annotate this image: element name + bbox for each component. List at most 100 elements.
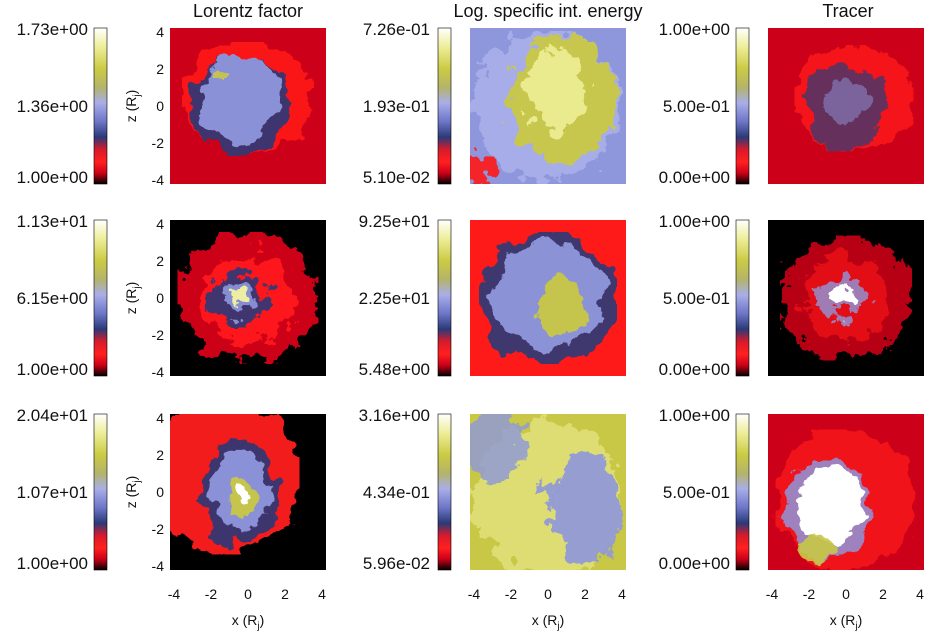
- colorbar-tick-label: 2.25e+01: [359, 289, 430, 308]
- z-axis-label: z (Rj): [123, 90, 143, 123]
- colorbar: 1.00e+00 5.00e-01 0.00e+00: [659, 212, 750, 379]
- colorbar: 3.16e+00 4.34e-01 5.96e-02: [359, 406, 452, 573]
- colorbar-tick-label: 4.34e-01: [363, 483, 430, 502]
- column-title-energy: Log. specific int. energy: [453, 1, 642, 21]
- colorbar-tick-label: 1.00e+00: [17, 168, 88, 187]
- x-tick-label: 0: [842, 586, 850, 602]
- x-tick-label: -2: [505, 586, 518, 602]
- z-tick-label: 2: [156, 61, 164, 77]
- colorbar-tick-label: 1.00e+00: [659, 406, 730, 425]
- colorbar-tick-label: 1.00e+00: [17, 554, 88, 573]
- colorbar: 1.13e+01 6.15e+00 1.00e+00: [17, 212, 108, 379]
- panel-row-1: 1.73e+00 1.36e+00 1.00e+00 4 2 0 -2 -4 z (Rj) 7.2…: [17, 20, 924, 188]
- colorbar-tick-label: 2.04e+01: [17, 406, 88, 425]
- column-title-tracer: Tracer: [822, 1, 873, 21]
- colorbar-tick-label: 1.00e+00: [17, 360, 88, 379]
- x-tick-label: 0: [244, 586, 252, 602]
- colorbar-gradient: [93, 413, 108, 571]
- x-axis: -4 -2 0 2 4 x (Rj): [468, 586, 626, 632]
- x-axes: -4 -2 0 2 4 x (Rj) -4 -2 0 2 4 x (Rj) -4 -2 0 2 4 x (Rj): [168, 586, 924, 632]
- x-axis: -4 -2 0 2 4 x (Rj): [168, 586, 326, 632]
- colorbar-tick-label: 0.00e+00: [659, 554, 730, 573]
- x-tick-label: 4: [916, 586, 924, 602]
- colorbar-gradient: [437, 27, 452, 185]
- image-panel: [768, 414, 924, 570]
- colorbar: 2.04e+01 1.07e+01 1.00e+00: [17, 406, 108, 573]
- colorbar-tick-label: 1.07e+01: [17, 483, 88, 502]
- x-axis-label: x (Rj): [532, 612, 565, 632]
- colorbar-tick-label: 3.16e+00: [359, 406, 430, 425]
- image-panel: [170, 414, 326, 570]
- colorbar-tick-label: 1.93e-01: [363, 97, 430, 116]
- panel-row-3: 2.04e+01 1.07e+01 1.00e+00 4 2 0 -2 -4 z (Rj) 3.1…: [17, 406, 924, 574]
- colorbar-tick-label: 1.36e+00: [17, 97, 88, 116]
- z-axis-label: z (Rj): [123, 282, 143, 315]
- z-tick-label: 4: [156, 410, 164, 426]
- colorbar-gradient: [735, 219, 750, 377]
- x-tick-label: -4: [168, 586, 181, 602]
- x-axis-label: x (Rj): [830, 612, 863, 632]
- colorbar-tick-label: 9.25e+01: [359, 212, 430, 231]
- z-tick-label: 4: [156, 24, 164, 40]
- x-axis: -4 -2 0 2 4 x (Rj): [766, 586, 924, 632]
- colorbar-gradient: [735, 27, 750, 185]
- panel-grid: 1.73e+00 1.36e+00 1.00e+00 4 2 0 -2 -4 z (Rj) 7.2…: [17, 20, 924, 574]
- colorbar-tick-label: 1.00e+00: [659, 20, 730, 39]
- colorbar: 9.25e+01 2.25e+01 5.48e+00: [359, 212, 452, 379]
- colorbar-tick-label: 5.00e-01: [663, 483, 730, 502]
- image-panel: [170, 220, 326, 376]
- colorbar-tick-label: 5.10e-02: [363, 168, 430, 187]
- z-tick-label: 2: [156, 447, 164, 463]
- image-panel: [470, 220, 626, 376]
- z-tick-label: -2: [152, 135, 165, 151]
- x-tick-label: 2: [581, 586, 589, 602]
- colorbar-gradient: [437, 413, 452, 571]
- z-tick-label: -2: [152, 327, 165, 343]
- z-tick-label: 0: [156, 98, 164, 114]
- colorbar: 7.26e-01 1.93e-01 5.10e-02: [363, 20, 452, 187]
- colorbar-gradient: [93, 219, 108, 377]
- x-tick-label: -2: [803, 586, 816, 602]
- colorbar-tick-label: 1.13e+01: [17, 212, 88, 231]
- image-panel: [470, 414, 626, 570]
- colorbar: 1.00e+00 5.00e-01 0.00e+00: [659, 20, 750, 187]
- z-axis-label: z (Rj): [123, 476, 143, 509]
- z-tick-label: 0: [156, 484, 164, 500]
- x-tick-label: -4: [766, 586, 779, 602]
- image-panel: [470, 28, 626, 184]
- x-tick-label: 2: [879, 586, 887, 602]
- image-panel: [768, 28, 924, 184]
- x-tick-label: 0: [544, 586, 552, 602]
- colorbar-tick-label: 5.48e+00: [359, 360, 430, 379]
- image-panel: [768, 220, 924, 376]
- colorbar-tick-label: 5.96e-02: [363, 554, 430, 573]
- colorbar: 1.00e+00 5.00e-01 0.00e+00: [659, 406, 750, 573]
- z-tick-label: 2: [156, 253, 164, 269]
- colorbar: 1.73e+00 1.36e+00 1.00e+00: [17, 20, 108, 187]
- x-tick-label: 2: [281, 586, 289, 602]
- colorbar-tick-label: 0.00e+00: [659, 168, 730, 187]
- image-panel: [170, 28, 326, 184]
- colorbar-tick-label: 1.00e+00: [659, 212, 730, 231]
- z-axis: 4 2 0 -2 -4 z (Rj): [123, 24, 164, 188]
- z-tick-label: -2: [152, 521, 165, 537]
- panel-row-2: 1.13e+01 6.15e+00 1.00e+00 4 2 0 -2 -4 z (Rj) 9.2…: [17, 212, 924, 380]
- z-tick-label: 0: [156, 290, 164, 306]
- colorbar-tick-label: 5.00e-01: [663, 289, 730, 308]
- colorbar-tick-label: 7.26e-01: [363, 20, 430, 39]
- z-axis: 4 2 0 -2 -4 z (Rj): [123, 410, 164, 574]
- z-axis: 4 2 0 -2 -4 z (Rj): [123, 216, 164, 380]
- x-tick-label: -4: [468, 586, 481, 602]
- z-tick-label: -4: [152, 558, 165, 574]
- colorbar-tick-label: 1.73e+00: [17, 20, 88, 39]
- x-tick-label: -2: [205, 586, 218, 602]
- x-tick-label: 4: [618, 586, 626, 602]
- colorbar-tick-label: 6.15e+00: [17, 289, 88, 308]
- column-titles: Lorentz factor Log. specific int. energy…: [193, 1, 874, 21]
- x-axis-label: x (Rj): [232, 612, 265, 632]
- column-title-lorentz: Lorentz factor: [193, 1, 303, 21]
- z-tick-label: 4: [156, 216, 164, 232]
- colorbar-tick-label: 0.00e+00: [659, 360, 730, 379]
- z-tick-label: -4: [152, 364, 165, 380]
